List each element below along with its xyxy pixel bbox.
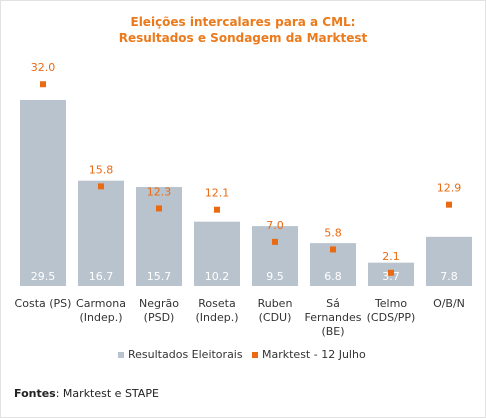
bar-value-label-7: 3.7 — [382, 270, 400, 283]
category-label-6-line-2: Fernandes — [305, 311, 362, 324]
category-label-2-line-2: (Indep.) — [79, 311, 122, 324]
category-label-3-line-2: (PSD) — [144, 311, 175, 324]
bar-value-label-8: 7.8 — [440, 270, 458, 283]
marker-value-label-1: 32.0 — [31, 61, 56, 74]
legend-swatch-results — [118, 352, 124, 358]
marker-value-label-8: 12.9 — [437, 182, 462, 195]
marker-8 — [446, 201, 452, 208]
bar-5 — [252, 226, 298, 286]
category-label-3-line-1: Negrão — [139, 297, 179, 310]
category-label-2-line-1: Carmona — [76, 297, 126, 310]
sources-text: : Marktest e STAPE — [55, 387, 159, 400]
marker-6 — [330, 246, 336, 253]
category-label-4-line-1: Roseta — [198, 297, 235, 310]
marker-value-label-5: 7.0 — [266, 219, 284, 232]
marker-value-label-4: 12.1 — [205, 187, 230, 200]
bar-3 — [136, 187, 182, 286]
chart-title-line-2: Resultados e Sondagem da Marktest — [118, 31, 368, 45]
bar-value-label-3: 15.7 — [147, 270, 172, 283]
legend-label-results: Resultados Eleitorais — [128, 348, 243, 361]
category-label-1-line-1: Costa (PS) — [15, 297, 72, 310]
category-label-4-line-2: (Indep.) — [195, 311, 238, 324]
marker-1 — [40, 81, 46, 88]
category-label-5-line-1: Ruben — [258, 297, 293, 310]
marker-value-label-3: 12.3 — [147, 185, 172, 198]
bar-value-label-1: 29.5 — [31, 270, 56, 283]
category-label-8-line-1: O/B/N — [433, 297, 465, 310]
sources-label: Fontes — [14, 387, 56, 400]
marker-7 — [388, 269, 394, 276]
legend-swatch-marktest — [252, 352, 258, 358]
chart-title-line-1: Eleições intercalares para a CML: — [130, 15, 356, 29]
legend-label-marktest: Marktest - 12 Julho — [262, 348, 366, 361]
marker-value-label-2: 15.8 — [89, 163, 114, 176]
bar-value-label-5: 9.5 — [266, 270, 284, 283]
marker-3 — [156, 205, 162, 212]
bar-value-label-4: 10.2 — [205, 270, 230, 283]
marker-5 — [272, 238, 278, 245]
bar-value-label-6: 6.8 — [324, 270, 342, 283]
category-label-7-line-1: Telmo — [374, 297, 407, 310]
bar-8 — [426, 236, 472, 286]
bar-2 — [78, 180, 124, 286]
category-label-6-line-3: (BE) — [321, 325, 344, 338]
marker-2 — [98, 183, 104, 190]
marker-4 — [214, 206, 220, 213]
bar-value-label-2: 16.7 — [89, 270, 114, 283]
bar-4 — [194, 221, 240, 286]
marker-value-label-7: 2.1 — [382, 250, 400, 263]
marker-value-label-6: 5.8 — [324, 226, 342, 239]
chart-title: Eleições intercalares para a CML: Result… — [0, 14, 486, 46]
category-label-6-line-1: Sá — [326, 297, 340, 310]
sources-note: Fontes: Marktest e STAPE — [14, 387, 159, 400]
bar-1 — [20, 100, 66, 286]
category-label-7-line-2: (CDS/PP) — [367, 311, 416, 324]
category-label-5-line-2: (CDU) — [259, 311, 292, 324]
